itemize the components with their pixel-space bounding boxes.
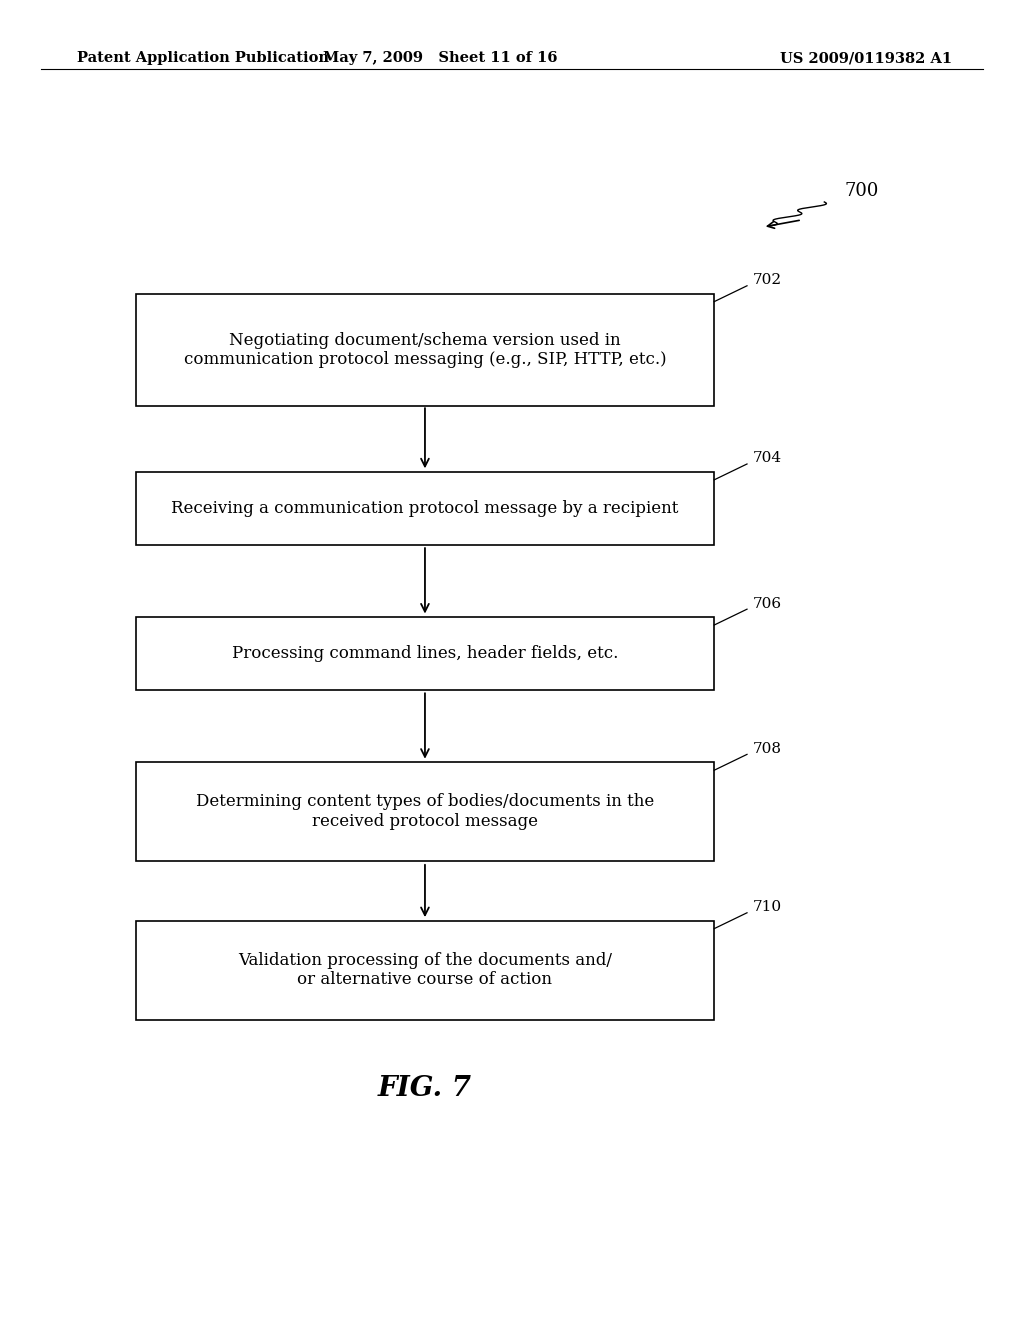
Text: 710: 710: [754, 900, 782, 913]
Text: 706: 706: [754, 597, 782, 610]
Text: Determining content types of bodies/documents in the
received protocol message: Determining content types of bodies/docu…: [196, 793, 654, 830]
Text: Negotiating document/schema version used in
communication protocol messaging (e.: Negotiating document/schema version used…: [183, 331, 667, 368]
Text: US 2009/0119382 A1: US 2009/0119382 A1: [780, 51, 952, 65]
FancyBboxPatch shape: [135, 618, 715, 689]
Text: Validation processing of the documents and/
or alternative course of action: Validation processing of the documents a…: [238, 952, 612, 989]
FancyBboxPatch shape: [135, 762, 715, 861]
Text: 708: 708: [754, 742, 782, 755]
Text: 702: 702: [754, 273, 782, 288]
Text: Patent Application Publication: Patent Application Publication: [77, 51, 329, 65]
Text: 704: 704: [754, 451, 782, 466]
Text: FIG. 7: FIG. 7: [378, 1076, 472, 1102]
FancyBboxPatch shape: [135, 294, 715, 407]
Text: Processing command lines, header fields, etc.: Processing command lines, header fields,…: [231, 645, 618, 661]
Text: 700: 700: [845, 182, 880, 201]
Text: May 7, 2009   Sheet 11 of 16: May 7, 2009 Sheet 11 of 16: [323, 51, 558, 65]
FancyBboxPatch shape: [135, 921, 715, 1019]
FancyBboxPatch shape: [135, 471, 715, 544]
Text: Receiving a communication protocol message by a recipient: Receiving a communication protocol messa…: [171, 500, 679, 516]
